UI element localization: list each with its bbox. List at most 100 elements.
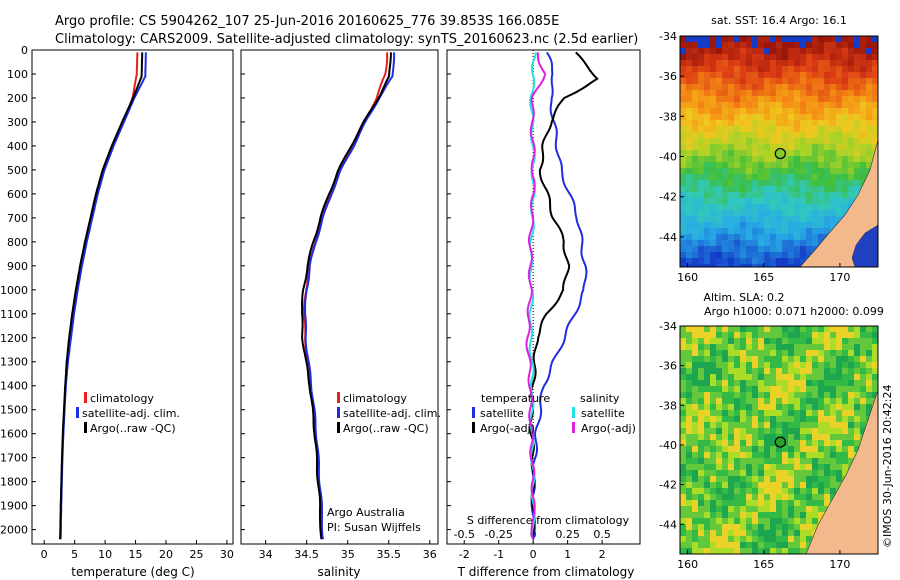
map-cell bbox=[728, 156, 734, 162]
map-cell bbox=[722, 476, 728, 482]
map-cell bbox=[824, 326, 830, 332]
map-cell bbox=[824, 72, 830, 78]
map-cell bbox=[758, 368, 764, 374]
map-cell bbox=[776, 168, 782, 174]
map-cell bbox=[704, 84, 710, 90]
map-cell bbox=[734, 398, 740, 404]
map-cell bbox=[758, 210, 764, 216]
map-cell bbox=[698, 464, 704, 470]
map-cell bbox=[836, 332, 842, 338]
map-cell bbox=[860, 42, 866, 48]
map-cell bbox=[686, 482, 692, 488]
map-cell bbox=[836, 392, 842, 398]
map-cell bbox=[692, 90, 698, 96]
map-cell bbox=[854, 60, 860, 66]
map-cell bbox=[728, 84, 734, 90]
map-cell bbox=[824, 42, 830, 48]
map-cell bbox=[746, 36, 752, 42]
map-cell bbox=[794, 488, 800, 494]
map-cell bbox=[728, 168, 734, 174]
map-cell bbox=[764, 392, 770, 398]
map-cell bbox=[722, 410, 728, 416]
map-cell bbox=[680, 132, 686, 138]
map-cell bbox=[758, 470, 764, 476]
map-cell bbox=[854, 326, 860, 332]
map-cell bbox=[722, 162, 728, 168]
map-cell bbox=[758, 350, 764, 356]
map-cell bbox=[770, 494, 776, 500]
map-cell bbox=[758, 72, 764, 78]
map-cell bbox=[758, 78, 764, 84]
map-cell bbox=[698, 132, 704, 138]
map-cell bbox=[680, 362, 686, 368]
map-cell bbox=[692, 156, 698, 162]
map-cell bbox=[782, 126, 788, 132]
map-cell bbox=[692, 66, 698, 72]
map-cell bbox=[842, 198, 848, 204]
map-cell bbox=[848, 90, 854, 96]
map-cell bbox=[776, 210, 782, 216]
map-cell bbox=[704, 258, 710, 264]
map-cell bbox=[806, 452, 812, 458]
map-cell bbox=[788, 72, 794, 78]
map-cell bbox=[704, 90, 710, 96]
map-cell bbox=[764, 410, 770, 416]
map-cell bbox=[770, 162, 776, 168]
map-cell bbox=[800, 428, 806, 434]
map-cell bbox=[854, 332, 860, 338]
map-cell bbox=[836, 66, 842, 72]
map-cell bbox=[686, 42, 692, 48]
map-cell bbox=[764, 386, 770, 392]
map-cell bbox=[788, 192, 794, 198]
map-cell bbox=[722, 60, 728, 66]
map-cell bbox=[740, 132, 746, 138]
map-cell bbox=[854, 350, 860, 356]
map-cell bbox=[836, 374, 842, 380]
map-cell bbox=[710, 42, 716, 48]
map-cell bbox=[764, 114, 770, 120]
map-cell bbox=[746, 204, 752, 210]
map-cell bbox=[716, 174, 722, 180]
map-cell bbox=[686, 542, 692, 548]
map-cell bbox=[722, 338, 728, 344]
map-cell bbox=[776, 476, 782, 482]
map-cell bbox=[758, 344, 764, 350]
map-cell bbox=[770, 380, 776, 386]
map-cell bbox=[752, 168, 758, 174]
map-cell bbox=[788, 428, 794, 434]
map-cell bbox=[710, 482, 716, 488]
map-cell bbox=[734, 36, 740, 42]
map-cell bbox=[800, 338, 806, 344]
map-cell bbox=[854, 338, 860, 344]
legend-swatch-argo bbox=[84, 422, 87, 433]
map-cell bbox=[836, 204, 842, 210]
map-cell bbox=[794, 156, 800, 162]
map-cell bbox=[836, 84, 842, 90]
map-cell bbox=[842, 392, 848, 398]
map-cell bbox=[764, 216, 770, 222]
map-cell bbox=[680, 344, 686, 350]
map-cell bbox=[854, 356, 860, 362]
map-cell bbox=[752, 138, 758, 144]
map-cell bbox=[776, 162, 782, 168]
map-cell bbox=[764, 380, 770, 386]
map-cell bbox=[776, 246, 782, 252]
map-cell bbox=[794, 350, 800, 356]
map-cell bbox=[770, 362, 776, 368]
map-cell bbox=[758, 482, 764, 488]
map-cell bbox=[752, 66, 758, 72]
map-cell bbox=[770, 416, 776, 422]
map-cell bbox=[734, 252, 740, 258]
map-cell bbox=[854, 416, 860, 422]
sla-map-axes: 160 165 170-34-36-38-40-42-44 bbox=[659, 320, 850, 571]
map-cell bbox=[740, 240, 746, 246]
map-cell bbox=[740, 120, 746, 126]
map-cell bbox=[710, 48, 716, 54]
map-cell bbox=[728, 362, 734, 368]
map-cell bbox=[872, 48, 878, 54]
map-cell bbox=[716, 78, 722, 84]
map-cell bbox=[776, 368, 782, 374]
map-cell bbox=[800, 72, 806, 78]
depth-axis: 0100200300400500600700800900100011001200… bbox=[0, 44, 451, 537]
map-cell bbox=[800, 204, 806, 210]
